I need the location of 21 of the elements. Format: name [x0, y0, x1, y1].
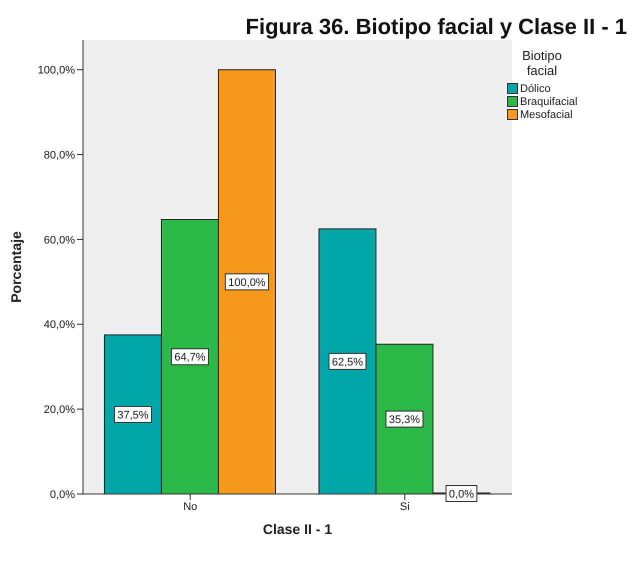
data-label: 37,5% — [117, 409, 149, 422]
data-label: 0,0% — [448, 488, 474, 500]
data-label: 64,7% — [174, 352, 206, 364]
y-tick-label: 60,0% — [44, 234, 76, 246]
y-tick-label: 80,0% — [44, 149, 76, 162]
y-tick-label: 40,0% — [44, 319, 76, 332]
y-tick-label: 100,0% — [38, 64, 76, 77]
x-axis-title: Clase II - 1 — [262, 521, 332, 537]
data-label: 62,5% — [332, 356, 364, 368]
chart-title: Figura 36. Biotipo facial y Clase II - 1 — [246, 14, 627, 40]
x-tick-label: No — [183, 500, 198, 513]
y-tick-label: 0,0% — [50, 488, 76, 501]
y-axis-title: Porcentaje — [8, 230, 24, 303]
data-label: 100,0% — [228, 276, 266, 289]
data-label: 35,3% — [388, 414, 420, 426]
y-tick-label: 20,0% — [44, 404, 76, 416]
legend-label: Braquifacial — [520, 96, 578, 108]
legend-label: Mesofacial — [520, 108, 573, 120]
legend-label: Dólico — [520, 82, 551, 94]
x-tick-label: Si — [400, 500, 410, 513]
legend-title: Biotipo facial — [521, 48, 563, 78]
